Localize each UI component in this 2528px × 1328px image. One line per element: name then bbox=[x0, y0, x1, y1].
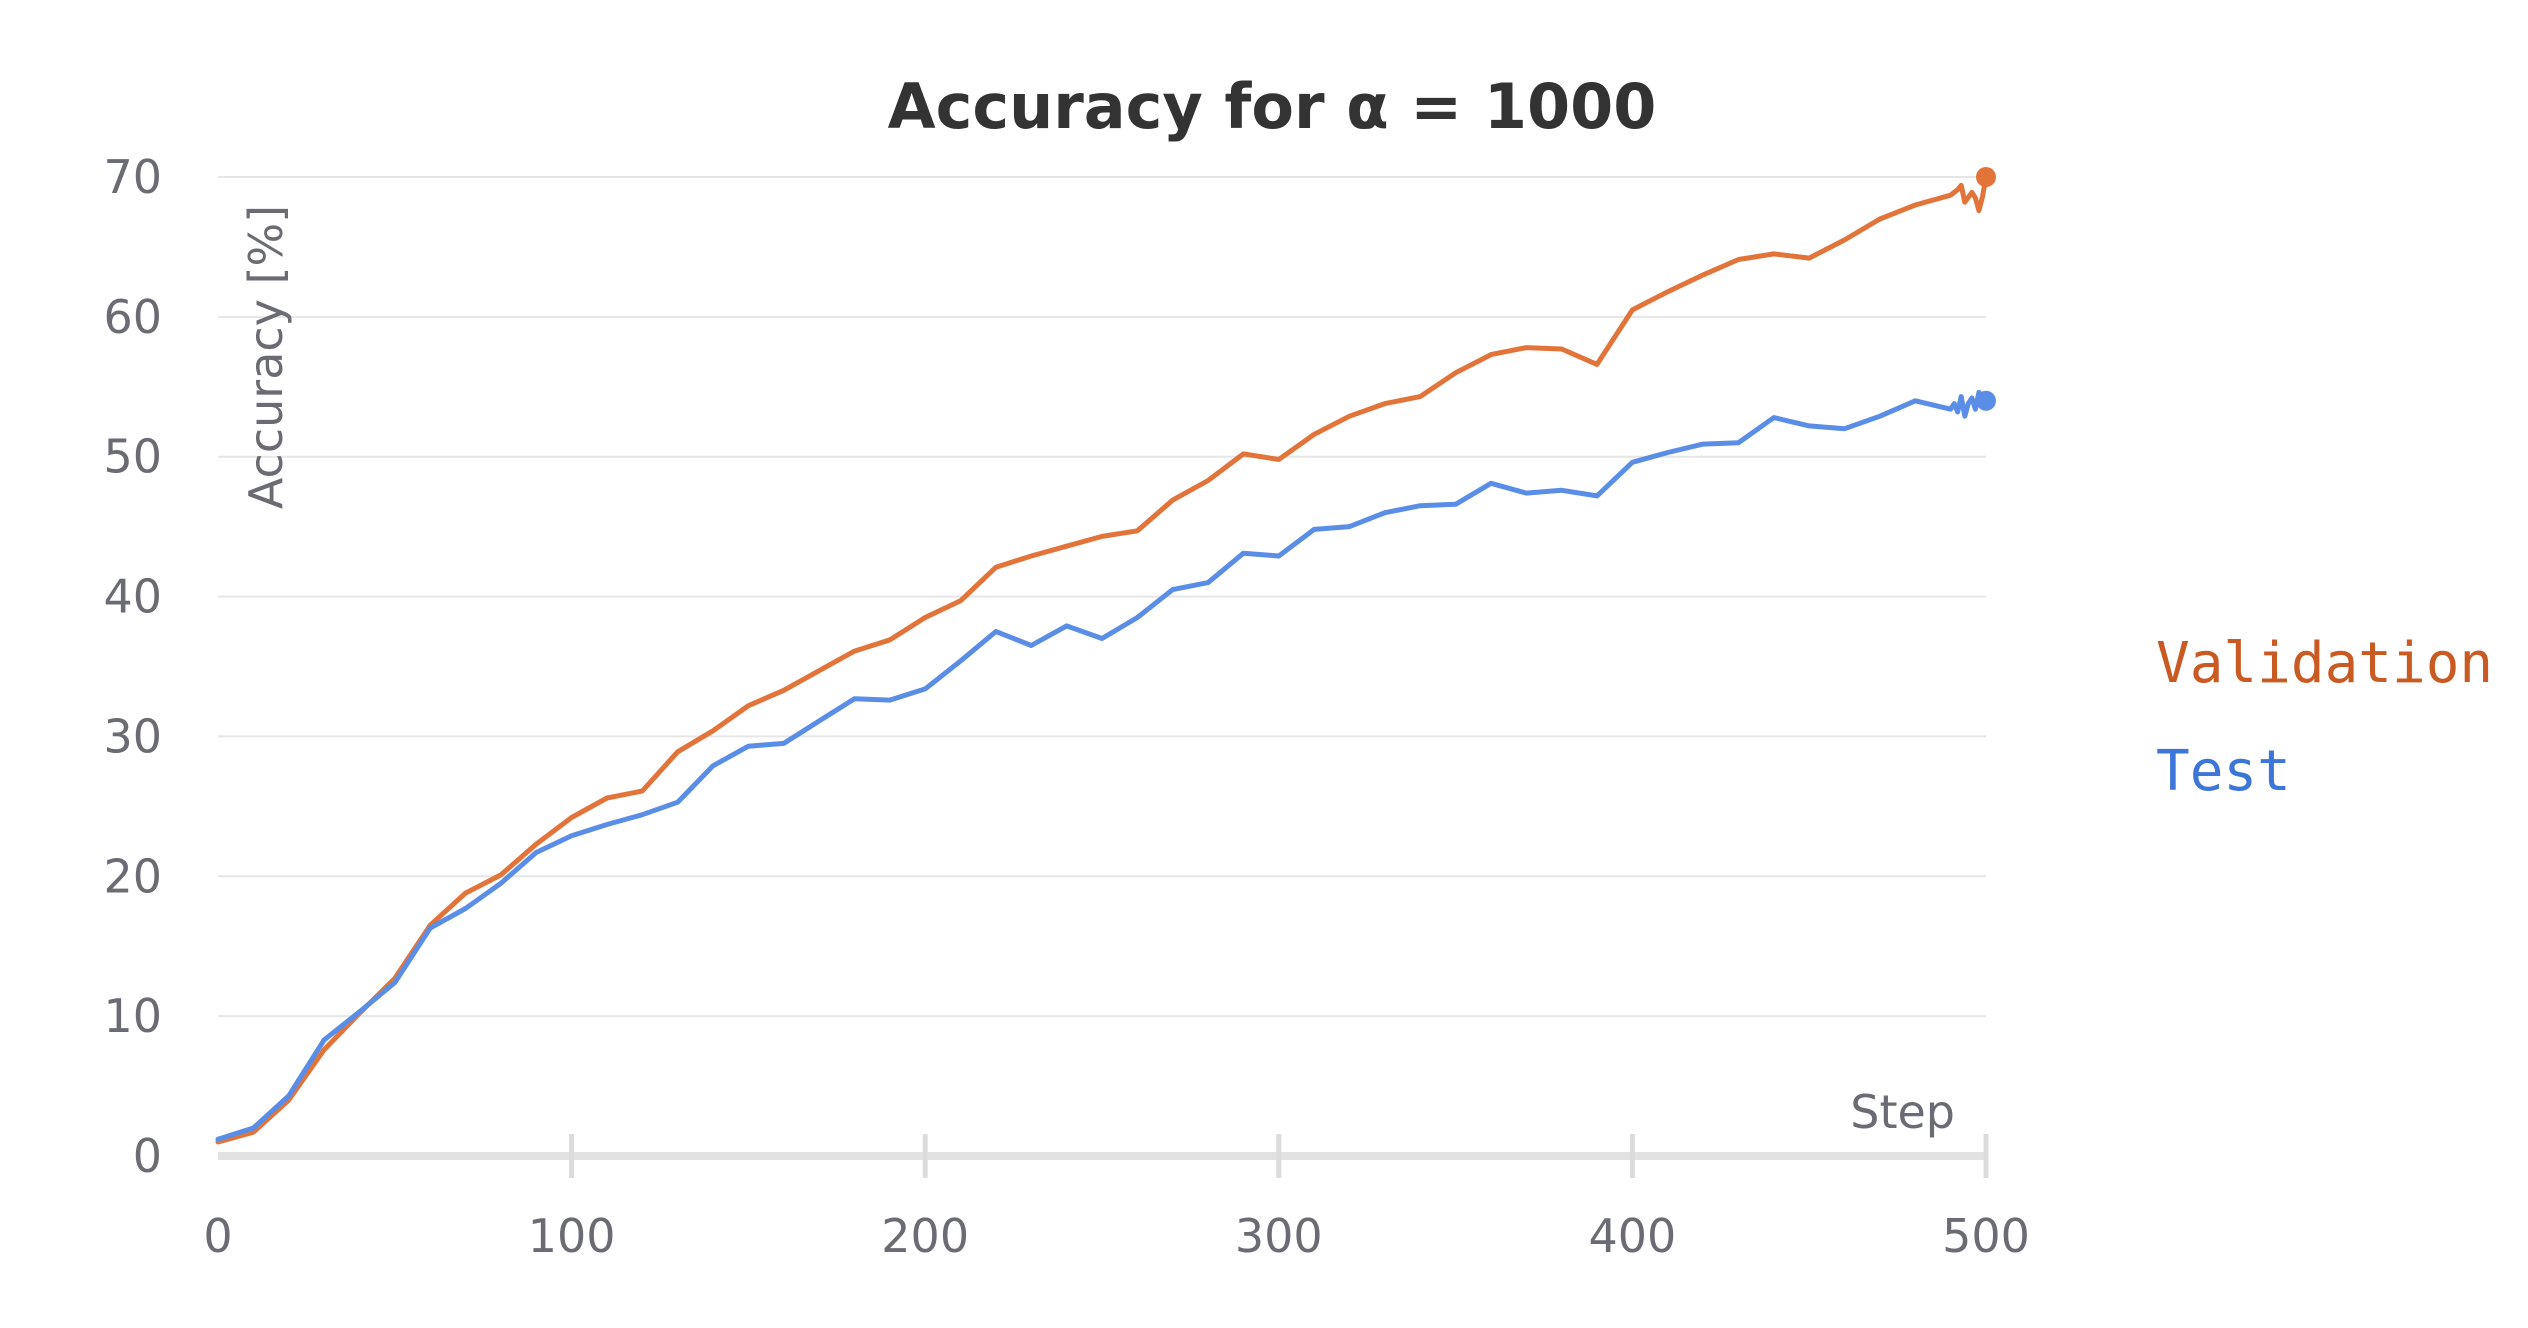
series-lines bbox=[215, 167, 1996, 1145]
x-tick-label-300: 300 bbox=[1235, 1209, 1323, 1263]
legend-label-test: Test bbox=[2156, 739, 2291, 804]
x-axis-title: Step bbox=[1850, 1085, 1955, 1139]
y-tick-label-40: 40 bbox=[103, 570, 162, 624]
y-tick-label-60: 60 bbox=[103, 290, 162, 344]
chart-title: Accuracy for α = 1000 bbox=[888, 70, 1657, 143]
series-line-validation bbox=[215, 174, 1989, 1145]
x-tick-label-200: 200 bbox=[881, 1209, 969, 1263]
tick-labels: 0 10 20 30 40 50 60 70 0 100 200 300 400 500 bbox=[103, 150, 2029, 1263]
x-tick-label-100: 100 bbox=[528, 1209, 616, 1263]
x-tick-label-500: 500 bbox=[1942, 1209, 2030, 1263]
y-tick-label-50: 50 bbox=[103, 430, 162, 484]
y-tick-label-70: 70 bbox=[103, 150, 162, 204]
x-tick-label-400: 400 bbox=[1588, 1209, 1676, 1263]
y-tick-label-0: 0 bbox=[133, 1129, 162, 1183]
x-axis bbox=[218, 1134, 1989, 1178]
grid-lines bbox=[218, 176, 1986, 1018]
y-tick-label-10: 10 bbox=[103, 989, 162, 1043]
series-line-test bbox=[215, 389, 1989, 1142]
x-tick-label-0: 0 bbox=[203, 1209, 232, 1263]
series-end-marker-validation bbox=[1976, 167, 1996, 187]
y-axis-title: Accuracy [%] bbox=[239, 205, 293, 509]
y-tick-label-20: 20 bbox=[103, 849, 162, 903]
y-tick-label-30: 30 bbox=[103, 709, 162, 763]
legend: Validation Test bbox=[2156, 631, 2493, 804]
legend-label-validation: Validation bbox=[2156, 631, 2493, 696]
series-end-marker-test bbox=[1976, 390, 1996, 411]
